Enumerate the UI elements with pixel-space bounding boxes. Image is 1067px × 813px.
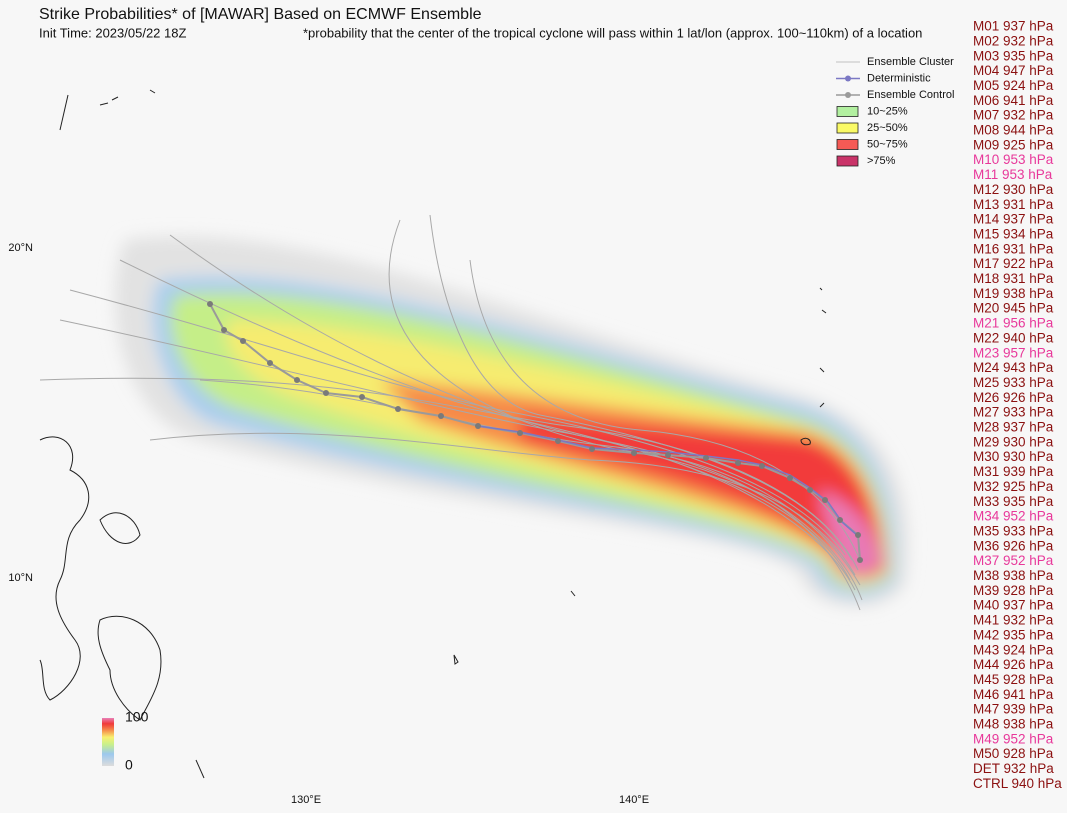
legend-label: 25~50% [867, 122, 908, 134]
control-track [209, 303, 861, 561]
member-pressure: M17 922 hPa [973, 256, 1054, 271]
member-pressure: M28 937 hPa [973, 420, 1054, 435]
member-pressure: M15 934 hPa [973, 226, 1054, 241]
member-pressure: M02 932 hPa [973, 33, 1054, 48]
member-pressure: M43 924 hPa [973, 642, 1054, 657]
member-pressure: M30 930 hPa [973, 449, 1054, 464]
title: Strike Probabilities* of [MAWAR] Based o… [39, 6, 482, 23]
member-pressure: M26 926 hPa [973, 390, 1054, 405]
lon-label: 140°E [619, 794, 649, 806]
member-pressure: M04 947 hPa [973, 63, 1054, 78]
member-pressure: M34 952 hPa [973, 509, 1054, 524]
coastline [39, 89, 827, 779]
member-pressure: M10 953 hPa [973, 152, 1054, 167]
member-pressure: M06 941 hPa [973, 93, 1054, 108]
member-pressure: M03 935 hPa [973, 48, 1054, 63]
member-pressure: M23 957 hPa [973, 345, 1054, 360]
member-pressure: M40 937 hPa [973, 598, 1054, 613]
legend-marker [845, 92, 851, 98]
member-pressure: M14 937 hPa [973, 212, 1054, 227]
init-time: Init Time: 2023/05/22 18Z [39, 25, 186, 40]
member-pressure: M11 953 hPa [973, 167, 1053, 182]
member-pressure: M36 926 hPa [973, 538, 1054, 553]
member-pressure: M49 952 hPa [973, 731, 1054, 746]
member-pressure: M38 938 hPa [973, 568, 1054, 583]
legend-label: >75% [867, 155, 896, 167]
colorbar-label: 100 [125, 709, 149, 725]
member-pressure: M16 931 hPa [973, 241, 1054, 256]
member-pressure: M39 928 hPa [973, 583, 1054, 598]
member-pressure: M35 933 hPa [973, 523, 1054, 538]
member-pressure: M13 931 hPa [973, 197, 1054, 212]
legend-swatch [836, 155, 859, 167]
member-pressure: M44 926 hPa [973, 657, 1054, 672]
member-pressure: M48 938 hPa [973, 717, 1054, 732]
legend-label: Ensemble Cluster [867, 56, 954, 68]
member-pressure: M21 956 hPa [973, 316, 1054, 331]
member-pressure: M18 931 hPa [973, 271, 1054, 286]
member-pressure: M07 932 hPa [973, 108, 1054, 123]
ensemble-tracks [39, 214, 863, 611]
member-pressure: M29 930 hPa [973, 434, 1054, 449]
member-pressure: M05 924 hPa [973, 78, 1054, 93]
member-pressure: M50 928 hPa [973, 746, 1054, 761]
member-pressure: M24 943 hPa [973, 360, 1054, 375]
member-pressure: M22 940 hPa [973, 330, 1054, 345]
probability-swath [114, 236, 909, 607]
lon-label: 130°E [291, 794, 321, 806]
lat-label: 20°N [8, 242, 33, 254]
member-pressure: M19 938 hPa [973, 286, 1054, 301]
legend-label: 50~75% [867, 138, 908, 150]
legend-marker [845, 75, 851, 82]
member-pressure: M47 939 hPa [973, 702, 1054, 717]
legend-swatch [836, 122, 859, 134]
member-pressure: M33 935 hPa [973, 494, 1054, 509]
member-pressure: M01 937 hPa [973, 19, 1054, 34]
member-pressure: M46 941 hPa [973, 687, 1054, 702]
legend-label: Ensemble Control [867, 89, 954, 101]
member-pressure: M42 935 hPa [973, 627, 1054, 642]
member-pressure: CTRL 940 hPa [973, 776, 1062, 791]
colorbar [102, 718, 114, 766]
legend-swatch [836, 106, 859, 117]
generated: Ensemble Cluster Deterministic Ensemble Co… [8, 19, 1062, 806]
member-pressure: M41 932 hPa [973, 613, 1054, 628]
member-pressure: M31 939 hPa [973, 464, 1054, 479]
legend-label: Deterministic [867, 72, 931, 84]
member-pressure: DET 932 hPa [973, 761, 1054, 776]
colorbar-label: 0 [125, 757, 133, 773]
lat-label: 10°N [8, 572, 33, 584]
member-pressure: M25 933 hPa [973, 375, 1054, 390]
member-pressure: M32 925 hPa [973, 479, 1054, 494]
member-pressure: M12 930 hPa [973, 182, 1054, 197]
member-pressure: M08 944 hPa [973, 123, 1054, 138]
note: *probability that the center of the trop… [303, 25, 922, 40]
member-pressure: M27 933 hPa [973, 405, 1054, 420]
legend-label: 10~25% [867, 105, 908, 117]
control-points [207, 301, 863, 563]
member-pressure: M37 952 hPa [973, 553, 1054, 568]
legend-swatch [836, 139, 859, 150]
member-pressure: M20 945 hPa [973, 301, 1054, 316]
member-pressure: M45 928 hPa [973, 672, 1054, 687]
member-pressure: M09 925 hPa [973, 137, 1054, 152]
